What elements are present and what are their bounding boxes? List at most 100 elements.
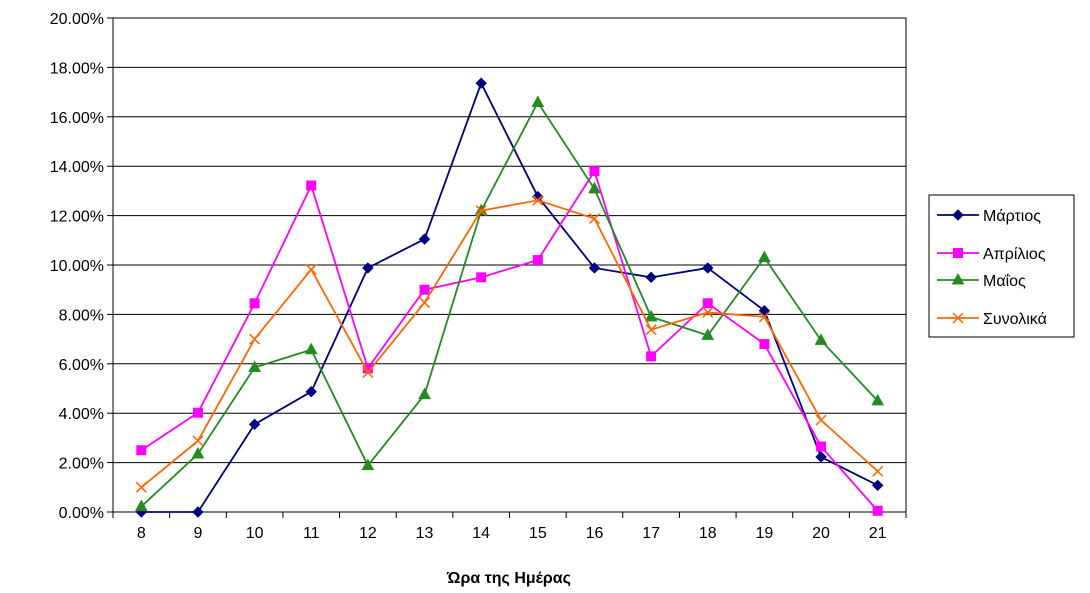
- y-tick-label: 12.00%: [50, 209, 104, 226]
- data-point: [136, 445, 147, 456]
- x-tick-label: 18: [699, 525, 717, 542]
- data-point: [419, 284, 430, 295]
- data-point: [475, 205, 487, 217]
- data-point: [305, 263, 317, 275]
- data-point: [588, 262, 601, 274]
- data-point: [758, 250, 771, 263]
- data-point: [645, 324, 657, 336]
- axes: [107, 17, 907, 518]
- series-line: [140, 100, 879, 508]
- x-tick-label: 12: [359, 525, 377, 542]
- data-point: [419, 297, 431, 309]
- data-point: [814, 333, 828, 345]
- grid-lines: [113, 17, 906, 464]
- series-1: [135, 77, 884, 518]
- data-point: [306, 180, 317, 191]
- data-point: [361, 458, 375, 471]
- x-tick-label: 10: [246, 525, 264, 542]
- series-4: [135, 194, 884, 493]
- data-point: [532, 190, 544, 203]
- data-point: [702, 306, 714, 318]
- legend-label: Απρίλιος: [983, 246, 1046, 263]
- y-tick-label: 18.00%: [50, 60, 104, 77]
- data-point: [871, 479, 884, 492]
- x-tick-label: 14: [472, 525, 490, 542]
- x-tick-label: 13: [416, 525, 434, 542]
- data-point: [758, 304, 771, 317]
- legend-entry: Απρίλιος: [937, 246, 1046, 263]
- data-point: [588, 181, 601, 194]
- data-point: [589, 166, 600, 177]
- legend-label: Συνολικά: [983, 311, 1047, 328]
- data-point: [362, 262, 374, 274]
- series-2: [136, 166, 883, 516]
- data-point: [701, 328, 715, 340]
- data-point: [191, 446, 205, 459]
- x-tick-label: 15: [529, 525, 547, 542]
- y-tick-label: 14.00%: [50, 159, 104, 176]
- legend: Μάρτιος Απρίλιος Μαΐος Συνολικά: [928, 194, 1075, 338]
- data-point: [418, 233, 431, 245]
- y-tick-label: 8.00%: [59, 307, 104, 324]
- data-point: [192, 506, 204, 518]
- legend-marker: [952, 209, 964, 221]
- series-3: [134, 95, 885, 512]
- data-point: [816, 441, 827, 452]
- y-tick-label: 16.00%: [50, 110, 104, 127]
- legend-entry: Συνολικά: [937, 311, 1047, 328]
- data-point: [759, 339, 770, 350]
- x-tick-label: 17: [642, 525, 660, 542]
- data-point: [248, 360, 261, 373]
- y-tick-label: 20.00%: [50, 11, 104, 28]
- x-axis-label: Ώρα της Ημέρας: [446, 570, 571, 587]
- data-point: [532, 194, 544, 206]
- x-tick-label: 16: [586, 525, 604, 542]
- legend-marker: [951, 272, 965, 285]
- data-point: [644, 309, 658, 322]
- data-point: [135, 481, 147, 493]
- data-point: [476, 272, 487, 283]
- data-point: [249, 298, 260, 309]
- data-point: [532, 255, 543, 266]
- x-tick-label: 9: [194, 525, 203, 542]
- data-point: [645, 271, 657, 284]
- data-point: [475, 77, 487, 89]
- data-point: [588, 213, 600, 225]
- legend-entry: Μαΐος: [937, 272, 1026, 290]
- series-line: [140, 199, 879, 488]
- x-tick-labels: 8 9 10 11 12 13 14 15 16 17 18 19 20 21: [137, 525, 887, 542]
- data-point: [134, 499, 148, 512]
- data-point: [872, 465, 884, 477]
- legend-marker: [953, 248, 963, 258]
- series-group: [134, 77, 885, 518]
- x-tick-label: 19: [755, 525, 773, 542]
- legend-marker: [952, 312, 964, 324]
- x-tick-label: 8: [137, 525, 146, 542]
- series-line: [140, 169, 879, 512]
- data-point: [362, 366, 374, 378]
- y-tick-label: 10.00%: [50, 258, 104, 275]
- y-tick-label: 0.00%: [59, 505, 104, 522]
- data-point: [249, 333, 261, 345]
- data-point: [418, 387, 431, 400]
- data-point: [531, 95, 545, 107]
- data-point: [758, 311, 770, 323]
- x-tick-label: 11: [303, 525, 320, 542]
- data-point: [192, 435, 204, 447]
- data-point: [702, 262, 714, 274]
- x-tick-label: 20: [812, 525, 830, 542]
- data-point: [815, 414, 827, 426]
- data-point: [646, 351, 657, 362]
- series-line: [141, 80, 879, 513]
- legend-entry: Μάρτιος: [937, 208, 1041, 225]
- y-tick-label: 6.00%: [59, 357, 104, 374]
- x-tick-label: 21: [869, 525, 887, 542]
- y-tick-labels: 0.00% 2.00% 4.00% 6.00% 8.00% 10.00% 12.00% 14.…: [50, 11, 104, 522]
- data-point: [304, 342, 318, 355]
- data-point: [305, 386, 317, 398]
- data-point: [248, 418, 261, 431]
- legend-label: Μαΐος: [983, 273, 1026, 290]
- data-point: [872, 505, 883, 516]
- legend-label: Μάρτιος: [983, 208, 1041, 225]
